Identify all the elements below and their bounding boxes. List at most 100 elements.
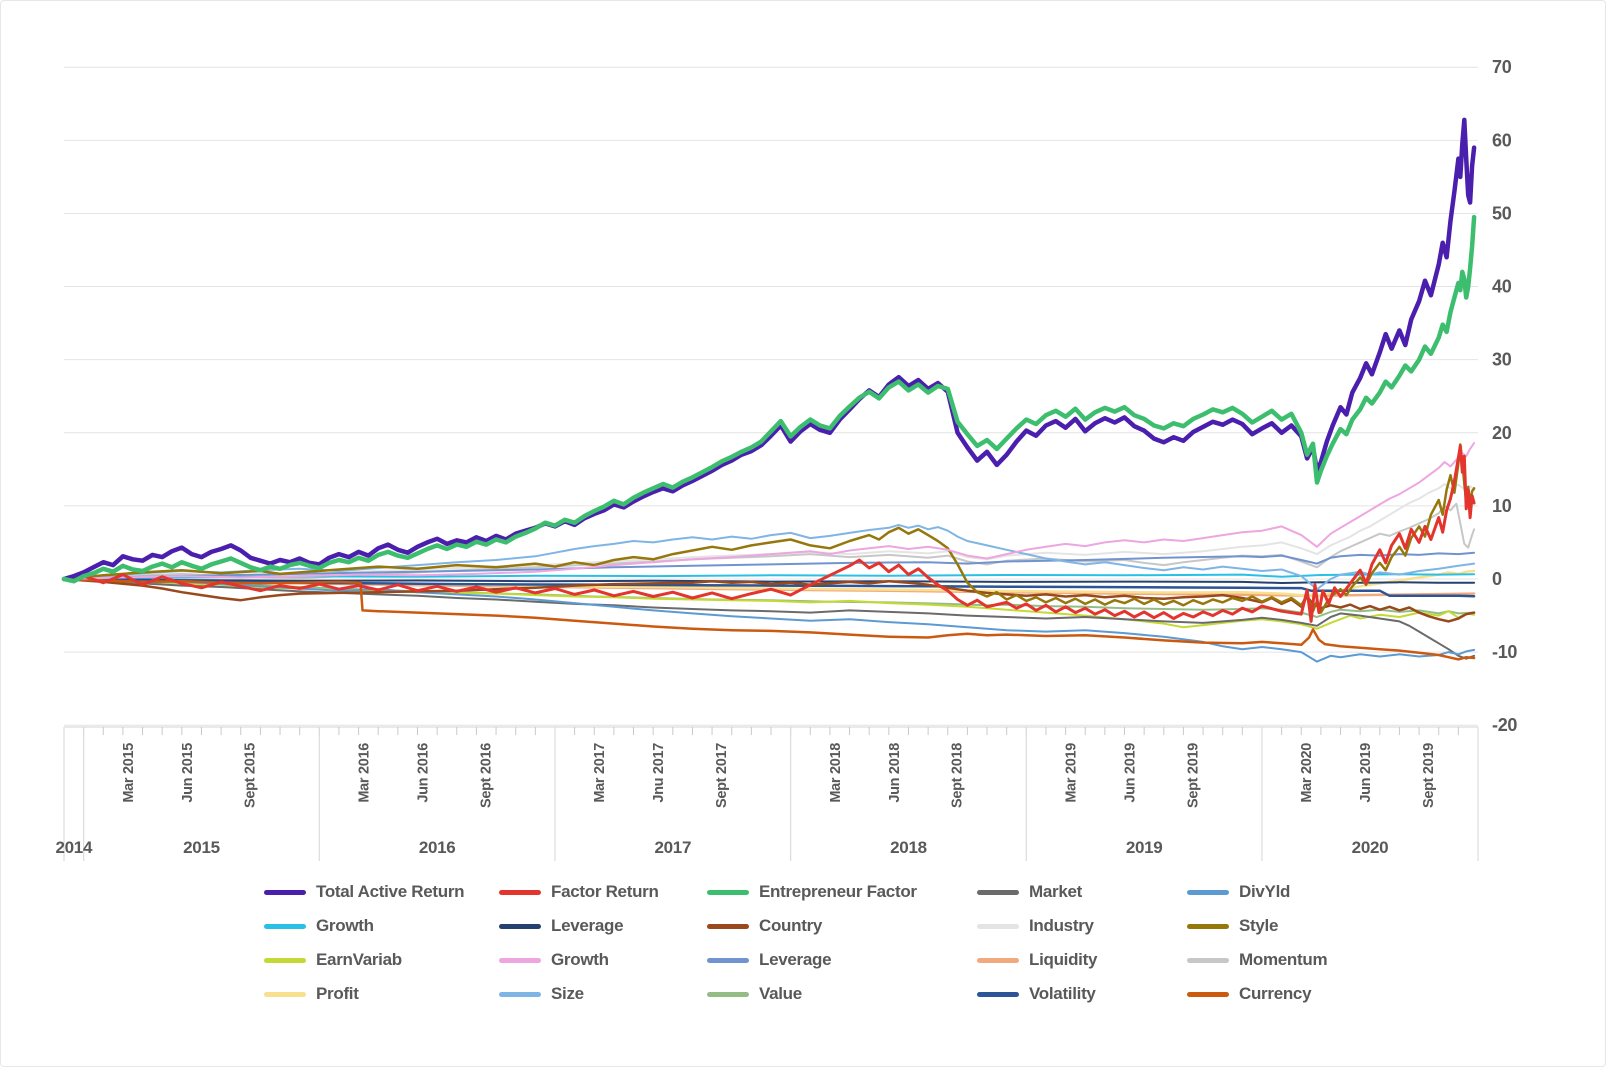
series-line-size[interactable] xyxy=(63,523,1476,591)
x-year-label: 2016 xyxy=(419,838,456,857)
x-month-label: Jnu 2017 xyxy=(651,743,667,803)
series-line-currency[interactable] xyxy=(62,577,1476,661)
legend-item-label: Style xyxy=(1239,916,1279,935)
y-axis-labels: 70 60 50 40 30 20 10 0 -10 -20 xyxy=(1492,57,1518,735)
y-axis-tick-label: 0 xyxy=(1492,569,1502,589)
legend-swatch-icon xyxy=(707,923,749,929)
x-month-label: Mar 2019 xyxy=(1064,743,1080,803)
x-month-label: Sept 2018 xyxy=(950,743,966,808)
y-axis-tick-label: 70 xyxy=(1492,57,1512,77)
x-month-label: Jun 2015 xyxy=(180,743,196,803)
series-line-factor-return[interactable] xyxy=(62,444,1476,623)
legend-swatch-icon xyxy=(977,991,1019,997)
series-line-style[interactable] xyxy=(62,443,1476,614)
legend-swatch-icon xyxy=(499,991,541,997)
legend-item-label: DivYld xyxy=(1239,882,1291,901)
legend-item-entrepreneur-factor[interactable]: Entrepreneur Factor xyxy=(707,882,977,902)
legend-item-growth[interactable]: Growth xyxy=(499,950,707,970)
series-line-total-active-return[interactable] xyxy=(61,117,1477,582)
legend-item-label: Market xyxy=(1029,882,1083,901)
y-axis-tick-label: 30 xyxy=(1492,350,1512,370)
series-line-country[interactable] xyxy=(62,577,1476,623)
legend-item-value[interactable]: Value xyxy=(707,984,977,1004)
series-line-industry[interactable] xyxy=(63,483,1476,580)
legend-item-size[interactable]: Size xyxy=(499,984,707,1004)
legend-swatch-icon xyxy=(1187,991,1229,997)
legend-swatch-icon xyxy=(264,957,306,963)
legend-item-momentum[interactable]: Momentum xyxy=(1187,950,1407,970)
x-month-label: Jun 2016 xyxy=(415,743,431,803)
y-axis-tick-label: 40 xyxy=(1492,277,1512,297)
legend-item-label: Factor Return xyxy=(551,882,659,901)
series-lines xyxy=(61,117,1477,663)
legend-item-volatility[interactable]: Volatility xyxy=(977,984,1187,1004)
legend-item-label: Leverage xyxy=(759,950,832,969)
x-month-label: Sept 2015 xyxy=(243,743,259,808)
legend-item-label: Country xyxy=(759,916,823,935)
legend-swatch-icon xyxy=(1187,923,1229,929)
x-month-label: Mar 2020 xyxy=(1299,743,1315,803)
legend-swatch-icon xyxy=(264,889,306,895)
legend-item-earnvariab[interactable]: EarnVariab xyxy=(264,950,499,970)
y-axis-tick-label: 10 xyxy=(1492,496,1512,516)
x-month-label: Sept 2017 xyxy=(714,743,730,808)
legend-item-label: Entrepreneur Factor xyxy=(759,882,917,901)
legend-item-profit[interactable]: Profit xyxy=(264,984,499,1004)
legend-item-style[interactable]: Style xyxy=(1187,916,1407,936)
legend-item-liquidity[interactable]: Liquidity xyxy=(977,950,1187,970)
x-month-label: Mar 2017 xyxy=(592,743,608,803)
y-axis-tick-label: -10 xyxy=(1492,642,1517,662)
legend-swatch-icon xyxy=(499,923,541,929)
legend-item-label: Industry xyxy=(1029,916,1094,935)
legend-swatch-icon xyxy=(707,991,749,997)
legend-item-total-active-return[interactable]: Total Active Return xyxy=(264,882,499,902)
legend-item-label: Total Active Return xyxy=(316,882,465,901)
x-month-label: Jun 2019 xyxy=(1358,743,1374,803)
legend-item-industry[interactable]: Industry xyxy=(977,916,1187,936)
legend-swatch-icon xyxy=(707,957,749,963)
legend: Total Active Return Factor Return Entrepre… xyxy=(264,875,1407,1011)
x-year-label: 2014 xyxy=(56,838,93,857)
series-line-volatility[interactable] xyxy=(62,577,1476,598)
x-month-label: Jun 2018 xyxy=(887,743,903,803)
legend-item-label: Volatility xyxy=(1029,984,1096,1003)
series-line-growth-style[interactable] xyxy=(63,442,1476,580)
legend-item-label: Value xyxy=(759,984,802,1003)
legend-item-leverage[interactable]: Leverage xyxy=(499,916,707,936)
gridlines xyxy=(64,66,1478,726)
legend-swatch-icon xyxy=(499,957,541,963)
series-line-entrepreneur-factor[interactable] xyxy=(61,214,1477,584)
legend-item-leverage[interactable]: Leverage xyxy=(707,950,977,970)
y-axis-tick-label: 20 xyxy=(1492,423,1512,443)
legend-item-growth[interactable]: Growth xyxy=(264,916,499,936)
legend-item-country[interactable]: Country xyxy=(707,916,977,936)
x-month-label: Mar 2016 xyxy=(357,743,373,803)
legend-item-label: Growth xyxy=(551,950,609,969)
legend-item-market[interactable]: Market xyxy=(977,882,1187,902)
x-year-label: 2015 xyxy=(183,838,220,857)
legend-swatch-icon xyxy=(1187,957,1229,963)
series-line-divyld[interactable] xyxy=(63,578,1476,663)
legend-item-factor-return[interactable]: Factor Return xyxy=(499,882,707,902)
series-line-leverage-navy[interactable] xyxy=(63,578,1476,584)
legend-item-label: Growth xyxy=(316,916,374,935)
legend-swatch-icon xyxy=(1187,889,1229,895)
legend-swatch-icon xyxy=(977,957,1019,963)
x-year-label: 2019 xyxy=(1126,838,1163,857)
legend-item-label: Size xyxy=(551,984,584,1003)
y-axis-tick-label: -20 xyxy=(1492,715,1517,735)
legend-item-label: Momentum xyxy=(1239,950,1328,969)
y-axis-tick-label: 60 xyxy=(1492,130,1512,150)
legend-item-label: Currency xyxy=(1239,984,1312,1003)
legend-item-label: EarnVariab xyxy=(316,950,402,969)
x-month-label: Sept 2019 xyxy=(1185,743,1201,808)
x-month-label: Mar 2015 xyxy=(121,743,137,803)
x-month-label: Sept 2019 xyxy=(1421,743,1437,808)
x-axis: Mar 2015 Jun 2015 Sept 2015 Mar 2016 Jun 201… xyxy=(56,726,1479,861)
legend-item-currency[interactable]: Currency xyxy=(1187,984,1407,1004)
legend-item-label: Profit xyxy=(316,984,359,1003)
legend-item-divyld[interactable]: DivYld xyxy=(1187,882,1407,902)
series-line-market[interactable] xyxy=(63,578,1476,660)
